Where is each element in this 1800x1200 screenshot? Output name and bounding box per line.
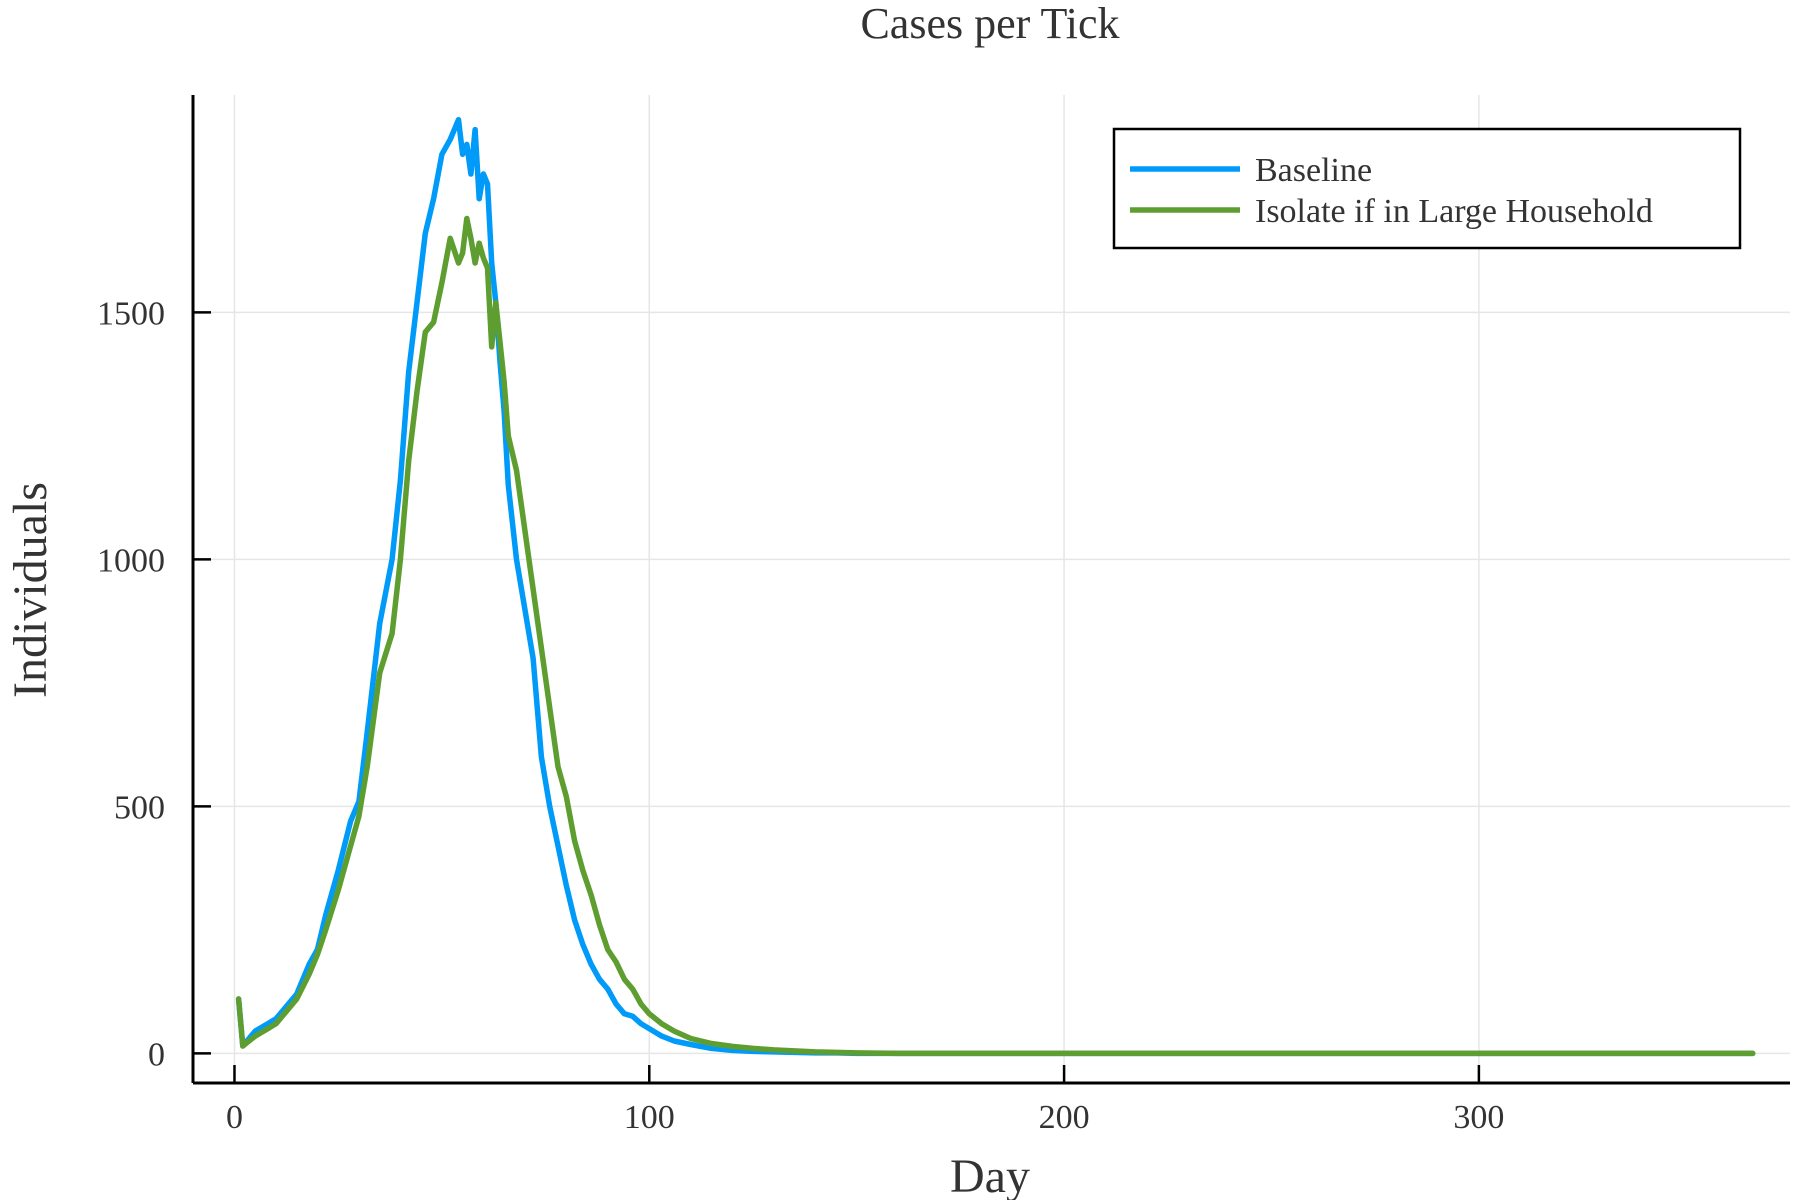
y-tick-label: 500 xyxy=(114,789,165,826)
x-axis-ticks: 0 100 200 300 xyxy=(226,1065,1504,1136)
chart-title: Cases per Tick xyxy=(860,0,1119,48)
x-tick-label: 200 xyxy=(1039,1099,1090,1136)
x-tick-label: 300 xyxy=(1453,1099,1504,1136)
x-gridlines xyxy=(233,95,1480,1083)
y-gridlines xyxy=(193,311,1790,1055)
series-layer xyxy=(235,116,1756,1057)
y-tick-label: 0 xyxy=(148,1036,165,1073)
y-axis-label: Individuals xyxy=(4,482,57,698)
y-tick-label: 1500 xyxy=(97,295,165,332)
legend-label-isolate: Isolate if in Large Household xyxy=(1255,193,1653,230)
legend: Baseline Isolate if in Large Household xyxy=(1112,127,1742,250)
series-line-baseline xyxy=(235,116,1756,1057)
series-line-isolate xyxy=(235,215,1756,1057)
legend-label-baseline: Baseline xyxy=(1255,152,1372,189)
y-axis-ticks: 0 500 1000 1500 xyxy=(97,295,211,1073)
x-tick-label: 100 xyxy=(624,1099,675,1136)
x-tick-label: 0 xyxy=(226,1099,243,1136)
y-tick-label: 1000 xyxy=(97,542,165,579)
legend-box xyxy=(1112,127,1742,250)
x-axis-label: Day xyxy=(950,1150,1030,1200)
